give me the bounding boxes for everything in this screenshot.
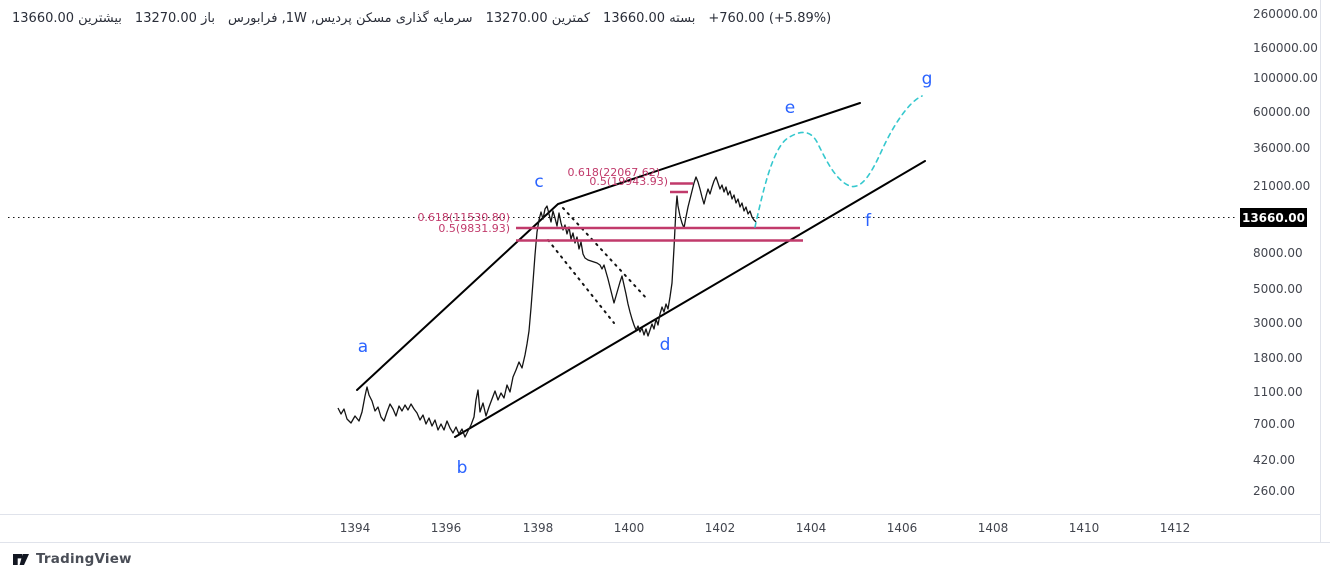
wave-label-b[interactable]: b: [457, 458, 468, 478]
wedge-line-1[interactable]: [562, 207, 649, 301]
price-scale-label: 260.00: [1253, 484, 1295, 498]
price-scale-label: 700.00: [1253, 417, 1295, 431]
time-scale-label: 1410: [1068, 521, 1100, 535]
time-scale-label: 1412: [1159, 521, 1191, 535]
fib-level-label: 0.618(11530.80): [417, 211, 510, 224]
symbol-legend[interactable]: بیشترین 13660.00 باز 13270.00 سرمایه گذا…: [12, 11, 831, 26]
wedge-line-2[interactable]: [547, 239, 615, 324]
attribution-bar: TradingView: [12, 551, 132, 567]
time-scale-label: 1406: [886, 521, 918, 535]
price-scale-label: 36000.00: [1253, 141, 1311, 155]
tradingview-logo-icon[interactable]: [12, 552, 30, 567]
price-line-series: [337, 176, 757, 438]
fib-level-label: 0.5(9831.93): [438, 222, 510, 235]
last-price-badge: 13660.00: [1240, 208, 1307, 227]
lower-channel-line[interactable]: [454, 160, 926, 438]
wave-label-e[interactable]: e: [785, 98, 795, 118]
time-scale-label: 1408: [977, 521, 1009, 535]
pane-right-border: [1320, 0, 1321, 542]
legend-low: کمترین 13270.00: [485, 11, 591, 26]
price-scale-label: 60000.00: [1253, 105, 1311, 119]
price-scale-label: 1100.00: [1253, 385, 1303, 399]
price-scale-label: 100000.00: [1253, 71, 1318, 85]
tradingview-brand-text[interactable]: TradingView: [36, 551, 132, 567]
time-scale-label: 1394: [339, 521, 371, 535]
legend-high: بیشترین 13660.00: [12, 11, 122, 26]
price-scale-label: 5000.00: [1253, 282, 1303, 296]
footer-border: [0, 542, 1330, 543]
time-scale-label: 1400: [613, 521, 645, 535]
legend-open: باز 13270.00: [134, 11, 215, 26]
time-scale-label: 1404: [795, 521, 827, 535]
price-scale-label: 3000.00: [1253, 316, 1303, 330]
fib-level-label: 0.618(22067.62): [567, 166, 660, 179]
legend-change: +760.00 (+5.89%): [708, 11, 832, 26]
price-scale-label: 21000.00: [1253, 179, 1311, 193]
wave-label-d[interactable]: d: [660, 335, 671, 355]
price-scale-label: 420.00: [1253, 453, 1295, 467]
wave-label-c[interactable]: c: [534, 172, 543, 192]
fib-level-label: 0.5(19943.93): [589, 175, 668, 188]
time-scale-label: 1396: [430, 521, 462, 535]
wave-label-g[interactable]: g: [922, 69, 933, 89]
legend-close: بسته 13660.00: [603, 11, 696, 26]
symbol-title[interactable]: سرمایه گذاری مسکن پردیس, 1W, فرابورس: [227, 11, 473, 26]
wave-label-f[interactable]: f: [865, 211, 872, 231]
price-scale-label: 8000.00: [1253, 246, 1303, 260]
upper-channel-line[interactable]: [356, 102, 861, 391]
time-scale-label: 1398: [522, 521, 554, 535]
time-scale-label: 1402: [704, 521, 736, 535]
price-scale-label: 260000.00: [1253, 7, 1318, 21]
projection-dashed-curve[interactable]: [754, 95, 923, 228]
wave-label-a[interactable]: a: [358, 337, 368, 357]
price-scale-label: 1800.00: [1253, 351, 1303, 365]
time-scale-border: [0, 514, 1320, 515]
price-scale-label: 160000.00: [1253, 41, 1318, 55]
